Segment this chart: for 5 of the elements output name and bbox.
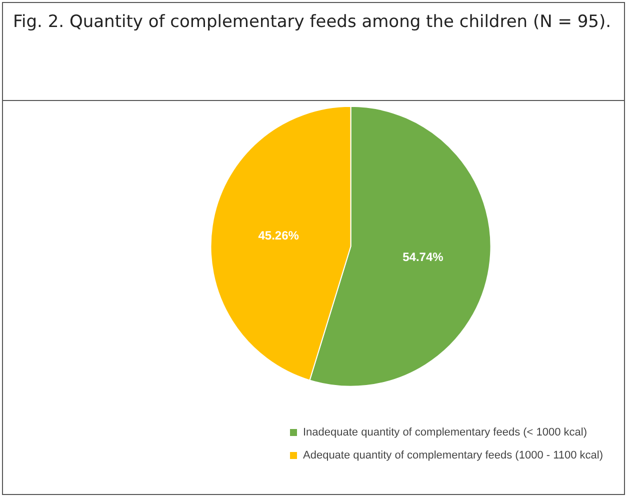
legend-label: Adequate quantity of complementary feeds (1000 - 1100 kcal): [303, 450, 604, 462]
data-label: 54.74%: [402, 250, 444, 264]
chart-title: Fig. 2. Quantity of complementary feeds among the children (N = 95).: [3, 3, 624, 101]
data-label: 45.26%: [258, 228, 300, 243]
legend-label: Inadequate quantity of complementary feeds (< 1000 kcal): [303, 426, 588, 438]
